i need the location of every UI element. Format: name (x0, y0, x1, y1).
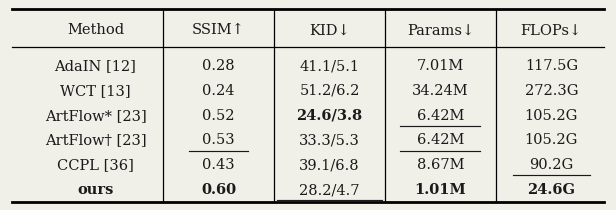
Text: WCT [13]: WCT [13] (60, 84, 131, 98)
Text: 0.24: 0.24 (203, 84, 235, 98)
Text: 105.2G: 105.2G (525, 109, 578, 123)
Text: 24.6/3.8: 24.6/3.8 (296, 109, 363, 123)
Text: 1.01M: 1.01M (415, 183, 466, 197)
Text: 6.42M: 6.42M (417, 134, 464, 147)
Text: 0.52: 0.52 (203, 109, 235, 123)
Text: SSIM↑: SSIM↑ (192, 24, 245, 37)
Text: 0.53: 0.53 (203, 134, 235, 147)
Text: 39.1/6.8: 39.1/6.8 (299, 158, 360, 172)
Text: 51.2/6.2: 51.2/6.2 (299, 84, 360, 98)
Text: 34.24M: 34.24M (412, 84, 469, 98)
Text: 8.67M: 8.67M (416, 158, 464, 172)
Text: 105.2G: 105.2G (525, 134, 578, 147)
Text: 0.60: 0.60 (201, 183, 237, 197)
Text: 33.3/5.3: 33.3/5.3 (299, 134, 360, 147)
Text: 90.2G: 90.2G (529, 158, 573, 172)
Text: FLOPs↓: FLOPs↓ (521, 24, 582, 37)
Text: Method: Method (67, 24, 124, 37)
Text: 0.28: 0.28 (203, 59, 235, 73)
Text: 28.2/4.7: 28.2/4.7 (299, 183, 360, 197)
Text: 117.5G: 117.5G (525, 59, 578, 73)
Text: ours: ours (77, 183, 114, 197)
Text: Params↓: Params↓ (407, 24, 474, 37)
Text: KID↓: KID↓ (309, 24, 350, 37)
Text: AdaIN [12]: AdaIN [12] (55, 59, 136, 73)
Text: 24.6G: 24.6G (527, 183, 575, 197)
Text: 272.3G: 272.3G (525, 84, 578, 98)
Text: 6.42M: 6.42M (417, 109, 464, 123)
Text: 41.1/5.1: 41.1/5.1 (299, 59, 360, 73)
Text: ArtFlow* [23]: ArtFlow* [23] (44, 109, 147, 123)
Text: 7.01M: 7.01M (417, 59, 464, 73)
Text: 0.43: 0.43 (203, 158, 235, 172)
Text: ArtFlow† [23]: ArtFlow† [23] (45, 134, 146, 147)
Text: CCPL [36]: CCPL [36] (57, 158, 134, 172)
